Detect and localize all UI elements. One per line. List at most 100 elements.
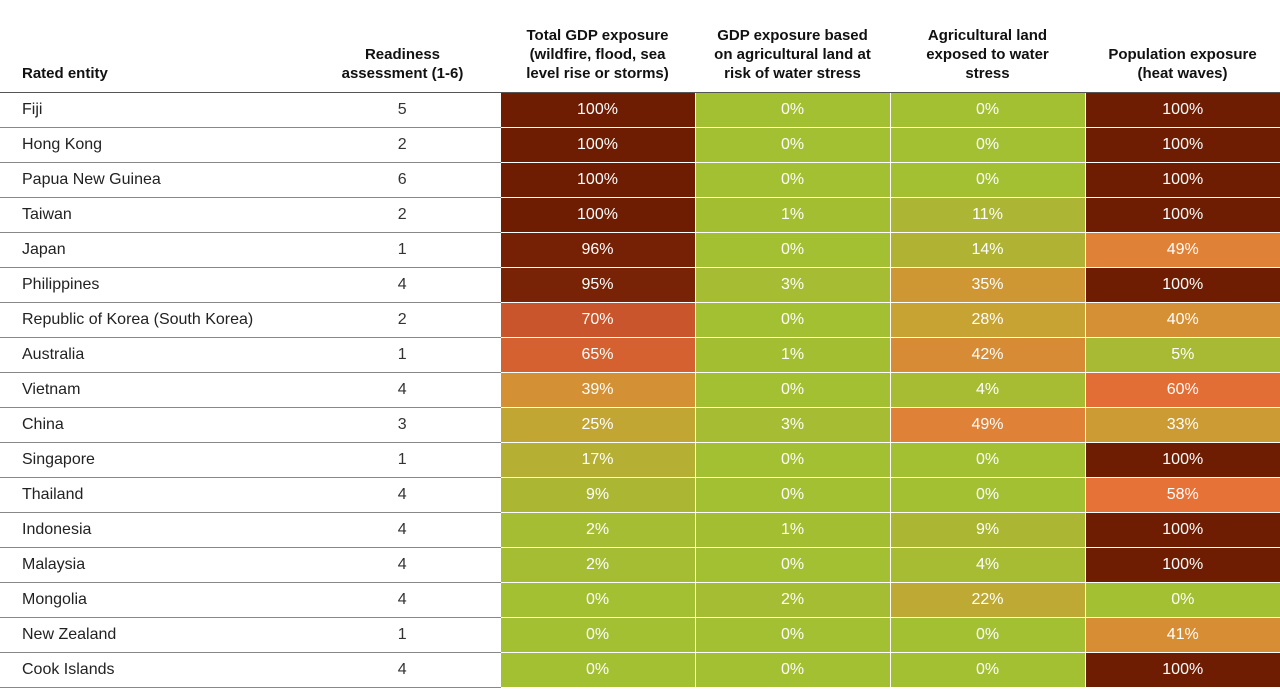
- total-gdp-exposure-cell: 17%: [499, 442, 695, 478]
- rated-entity-cell: Mongolia: [0, 582, 305, 618]
- gdp-exposure-agricultural-cell: 1%: [694, 337, 890, 373]
- header-readiness: Readiness assessment (1-6): [305, 0, 500, 93]
- agricultural-land-water-stress-cell: 35%: [889, 267, 1085, 303]
- rated-entity-cell: Australia: [0, 337, 305, 373]
- table-row: Fiji 5 100% 0% 0% 100%: [0, 92, 1280, 128]
- header-line: stress: [965, 64, 1010, 82]
- agricultural-land-water-stress-cell: 0%: [889, 617, 1085, 653]
- agricultural-land-water-stress-cell: 4%: [889, 372, 1085, 408]
- readiness-cell: 4: [305, 372, 500, 408]
- gdp-exposure-agricultural-cell: 3%: [694, 267, 890, 303]
- header-line: assessment (1-6): [341, 64, 464, 82]
- header-line: risk of water stress: [724, 64, 861, 82]
- rated-entity-cell: Philippines: [0, 267, 305, 303]
- agricultural-land-water-stress-cell: 0%: [889, 477, 1085, 513]
- total-gdp-exposure-cell: 100%: [499, 162, 695, 198]
- rated-entity-cell: New Zealand: [0, 617, 305, 653]
- readiness-cell: 6: [305, 162, 500, 198]
- gdp-exposure-agricultural-cell: 0%: [694, 477, 890, 513]
- total-gdp-exposure-cell: 39%: [499, 372, 695, 408]
- total-gdp-exposure-cell: 100%: [499, 197, 695, 233]
- population-heat-waves-cell: 100%: [1084, 267, 1280, 303]
- readiness-cell: 4: [305, 512, 500, 548]
- readiness-cell: 2: [305, 127, 500, 163]
- readiness-cell: 4: [305, 652, 500, 688]
- table-row: Thailand 4 9% 0% 0% 58%: [0, 477, 1280, 513]
- agricultural-land-water-stress-cell: 0%: [889, 442, 1085, 478]
- readiness-cell: 3: [305, 407, 500, 443]
- gdp-exposure-agricultural-cell: 3%: [694, 407, 890, 443]
- agricultural-land-water-stress-cell: 49%: [889, 407, 1085, 443]
- table-row: Cook Islands 4 0% 0% 0% 100%: [0, 652, 1280, 688]
- gdp-exposure-agricultural-cell: 0%: [694, 92, 890, 128]
- readiness-cell: 2: [305, 302, 500, 338]
- header-rated-entity: Rated entity: [0, 0, 305, 93]
- readiness-cell: 4: [305, 267, 500, 303]
- gdp-exposure-agricultural-cell: 0%: [694, 547, 890, 583]
- readiness-cell: 1: [305, 442, 500, 478]
- population-heat-waves-cell: 58%: [1084, 477, 1280, 513]
- rated-entity-cell: Cook Islands: [0, 652, 305, 688]
- rated-entity-cell: Republic of Korea (South Korea): [0, 302, 305, 338]
- gdp-exposure-agricultural-cell: 0%: [694, 372, 890, 408]
- table-row: Singapore 1 17% 0% 0% 100%: [0, 442, 1280, 478]
- gdp-exposure-agricultural-cell: 0%: [694, 162, 890, 198]
- header-line: Total GDP exposure: [526, 26, 669, 44]
- gdp-exposure-agricultural-cell: 0%: [694, 232, 890, 268]
- header-total-gdp-exposure: Total GDP exposure (wildfire, flood, sea l…: [500, 0, 695, 93]
- table-row: Mongolia 4 0% 2% 22% 0%: [0, 582, 1280, 618]
- readiness-cell: 2: [305, 197, 500, 233]
- population-heat-waves-cell: 0%: [1084, 582, 1280, 618]
- rated-entity-cell: Taiwan: [0, 197, 305, 233]
- header-row: Rated entity Readiness assessment (1-6) Tot…: [0, 0, 1280, 93]
- header-line: Readiness: [364, 45, 441, 63]
- population-heat-waves-cell: 41%: [1084, 617, 1280, 653]
- table-row: Hong Kong 2 100% 0% 0% 100%: [0, 127, 1280, 163]
- population-heat-waves-cell: 100%: [1084, 162, 1280, 198]
- rated-entity-cell: Japan: [0, 232, 305, 268]
- gdp-exposure-agricultural-cell: 1%: [694, 512, 890, 548]
- readiness-cell: 5: [305, 92, 500, 128]
- total-gdp-exposure-cell: 2%: [499, 512, 695, 548]
- header-agricultural-land-water-stress: Agricultural land exposed to water stress: [890, 0, 1085, 93]
- table-row: Vietnam 4 39% 0% 4% 60%: [0, 372, 1280, 408]
- header-gdp-exposure-agricultural: GDP exposure based on agricultural land a…: [695, 0, 890, 93]
- table-row: Indonesia 4 2% 1% 9% 100%: [0, 512, 1280, 548]
- table-row: Philippines 4 95% 3% 35% 100%: [0, 267, 1280, 303]
- table-row: New Zealand 1 0% 0% 0% 41%: [0, 617, 1280, 653]
- total-gdp-exposure-cell: 0%: [499, 617, 695, 653]
- table-row: Republic of Korea (South Korea) 2 70% 0% 28%…: [0, 302, 1280, 338]
- agricultural-land-water-stress-cell: 22%: [889, 582, 1085, 618]
- readiness-cell: 1: [305, 232, 500, 268]
- agricultural-land-water-stress-cell: 42%: [889, 337, 1085, 373]
- total-gdp-exposure-cell: 70%: [499, 302, 695, 338]
- header-line: GDP exposure based: [717, 26, 868, 44]
- header-line: exposed to water: [926, 45, 1049, 63]
- population-heat-waves-cell: 100%: [1084, 512, 1280, 548]
- rated-entity-cell: Papua New Guinea: [0, 162, 305, 198]
- agricultural-land-water-stress-cell: 0%: [889, 652, 1085, 688]
- gdp-exposure-agricultural-cell: 0%: [694, 302, 890, 338]
- total-gdp-exposure-cell: 25%: [499, 407, 695, 443]
- table-row: Papua New Guinea 6 100% 0% 0% 100%: [0, 162, 1280, 198]
- gdp-exposure-agricultural-cell: 0%: [694, 442, 890, 478]
- table-row: Malaysia 4 2% 0% 4% 100%: [0, 547, 1280, 583]
- population-heat-waves-cell: 100%: [1084, 197, 1280, 233]
- header-line: (heat waves): [1137, 64, 1228, 82]
- agricultural-land-water-stress-cell: 28%: [889, 302, 1085, 338]
- agricultural-land-water-stress-cell: 14%: [889, 232, 1085, 268]
- header-line: level rise or storms): [526, 64, 669, 82]
- gdp-exposure-agricultural-cell: 1%: [694, 197, 890, 233]
- table-row: Taiwan 2 100% 1% 11% 100%: [0, 197, 1280, 233]
- population-heat-waves-cell: 60%: [1084, 372, 1280, 408]
- readiness-cell: 4: [305, 582, 500, 618]
- agricultural-land-water-stress-cell: 0%: [889, 127, 1085, 163]
- population-heat-waves-cell: 49%: [1084, 232, 1280, 268]
- population-heat-waves-cell: 40%: [1084, 302, 1280, 338]
- header-line: Rated entity: [22, 64, 108, 82]
- rated-entity-cell: Thailand: [0, 477, 305, 513]
- total-gdp-exposure-cell: 0%: [499, 652, 695, 688]
- header-line: on agricultural land at: [714, 45, 871, 63]
- readiness-cell: 4: [305, 477, 500, 513]
